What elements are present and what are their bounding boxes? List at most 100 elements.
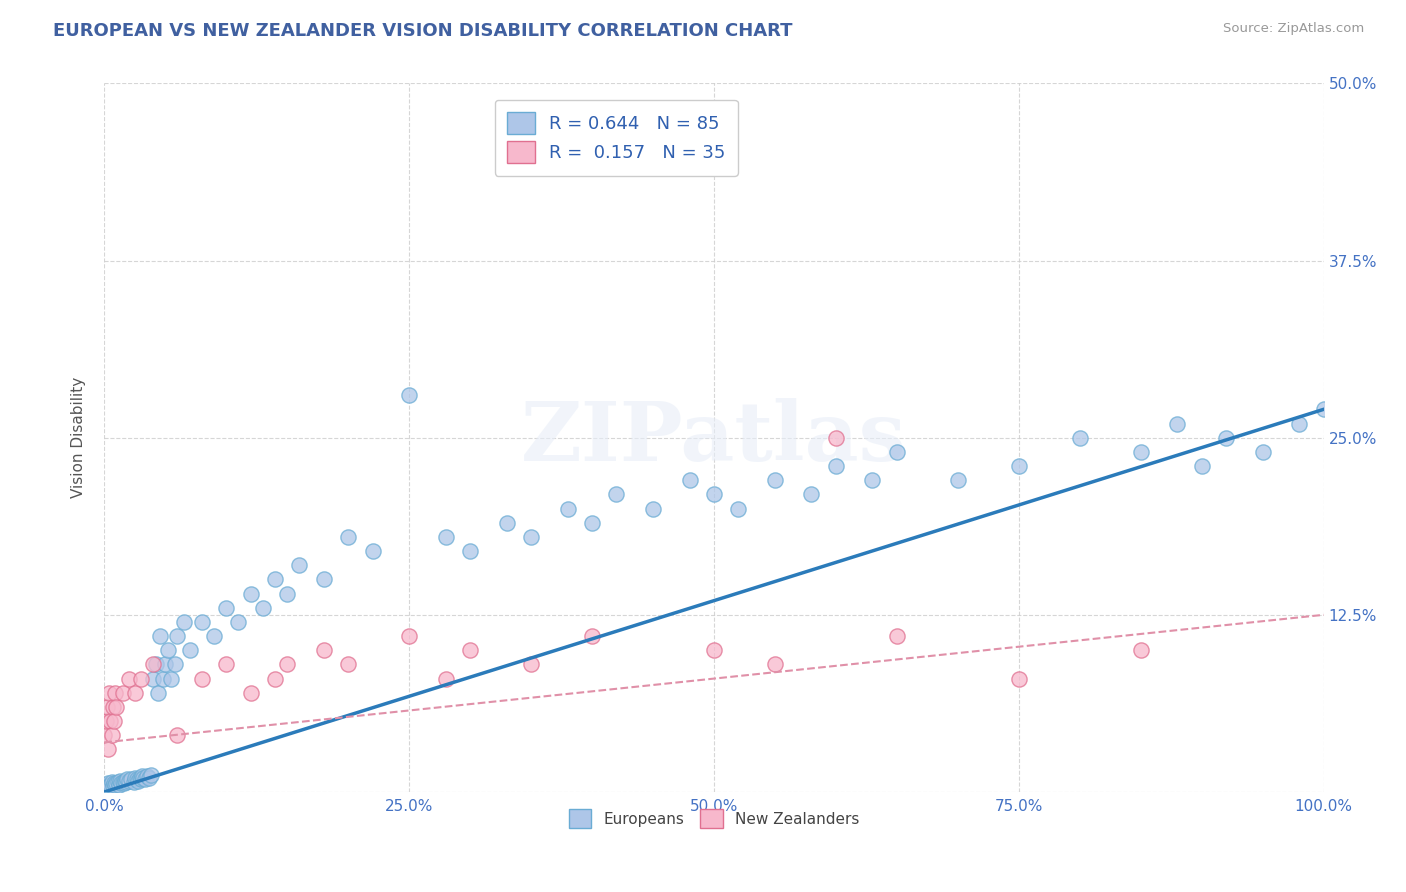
Point xyxy=(228,615,250,629)
Point xyxy=(103,714,125,728)
Point xyxy=(120,772,142,787)
Point xyxy=(361,544,384,558)
Text: EUROPEAN VS NEW ZEALANDER VISION DISABILITY CORRELATION CHART: EUROPEAN VS NEW ZEALANDER VISION DISABIL… xyxy=(53,22,793,40)
Point xyxy=(136,769,159,783)
Point xyxy=(703,643,725,657)
Point xyxy=(163,657,186,672)
Point xyxy=(124,686,146,700)
Point xyxy=(97,776,120,790)
Point xyxy=(97,742,120,756)
Point xyxy=(115,775,138,789)
Point xyxy=(763,657,786,672)
Point xyxy=(1215,431,1237,445)
Point xyxy=(215,600,238,615)
Point xyxy=(104,778,127,792)
Point xyxy=(142,657,165,672)
Point xyxy=(129,672,152,686)
Point xyxy=(156,643,179,657)
Point xyxy=(118,672,141,686)
Point xyxy=(179,643,201,657)
Point xyxy=(152,672,174,686)
Point xyxy=(605,487,627,501)
Point xyxy=(93,728,115,742)
Point xyxy=(96,779,118,793)
Point xyxy=(127,773,149,788)
Point xyxy=(264,573,287,587)
Point xyxy=(96,700,118,714)
Point xyxy=(139,768,162,782)
Point xyxy=(100,775,122,789)
Point xyxy=(94,780,117,795)
Point xyxy=(100,714,122,728)
Point xyxy=(108,778,131,792)
Point xyxy=(118,773,141,788)
Point xyxy=(434,672,457,686)
Point xyxy=(128,771,150,785)
Point xyxy=(132,771,155,785)
Point xyxy=(127,772,149,787)
Point xyxy=(117,772,139,787)
Point xyxy=(264,672,287,686)
Point xyxy=(134,772,156,787)
Point xyxy=(108,773,131,788)
Point xyxy=(1166,417,1188,431)
Point xyxy=(1008,458,1031,473)
Point xyxy=(276,586,298,600)
Point xyxy=(101,779,124,793)
Point xyxy=(641,501,664,516)
Point xyxy=(160,672,183,686)
Point xyxy=(276,657,298,672)
Point xyxy=(862,473,884,487)
Point xyxy=(337,657,360,672)
Point xyxy=(312,573,335,587)
Point xyxy=(98,686,121,700)
Point xyxy=(1251,445,1274,459)
Point xyxy=(191,615,214,629)
Point xyxy=(1129,445,1152,459)
Point xyxy=(581,516,603,530)
Point xyxy=(215,657,238,672)
Point xyxy=(495,516,517,530)
Point xyxy=(312,643,335,657)
Point xyxy=(166,629,188,643)
Point xyxy=(112,776,135,790)
Text: ZIPatlas: ZIPatlas xyxy=(522,398,907,478)
Point xyxy=(107,775,129,789)
Point xyxy=(239,586,262,600)
Point xyxy=(886,629,908,643)
Point xyxy=(100,778,122,792)
Legend: Europeans, New Zealanders: Europeans, New Zealanders xyxy=(562,803,866,834)
Point xyxy=(129,772,152,787)
Point xyxy=(434,530,457,544)
Point xyxy=(111,775,134,789)
Point xyxy=(155,657,177,672)
Point xyxy=(1288,417,1310,431)
Point xyxy=(557,501,579,516)
Text: Source: ZipAtlas.com: Source: ZipAtlas.com xyxy=(1223,22,1364,36)
Point xyxy=(800,487,823,501)
Point xyxy=(288,558,311,573)
Point xyxy=(520,530,543,544)
Point xyxy=(1069,431,1091,445)
Point xyxy=(103,776,125,790)
Point xyxy=(145,657,167,672)
Point xyxy=(98,779,121,793)
Point xyxy=(138,771,160,785)
Point xyxy=(458,544,481,558)
Point xyxy=(703,487,725,501)
Point xyxy=(727,501,749,516)
Point xyxy=(105,776,128,790)
Point xyxy=(173,615,195,629)
Point xyxy=(398,629,420,643)
Point xyxy=(886,445,908,459)
Point xyxy=(166,728,188,742)
Point xyxy=(1312,402,1334,417)
Point xyxy=(946,473,969,487)
Point xyxy=(824,458,846,473)
Point xyxy=(458,643,481,657)
Point xyxy=(191,672,214,686)
Point xyxy=(146,686,169,700)
Point xyxy=(337,530,360,544)
Point xyxy=(581,629,603,643)
Point xyxy=(131,769,153,783)
